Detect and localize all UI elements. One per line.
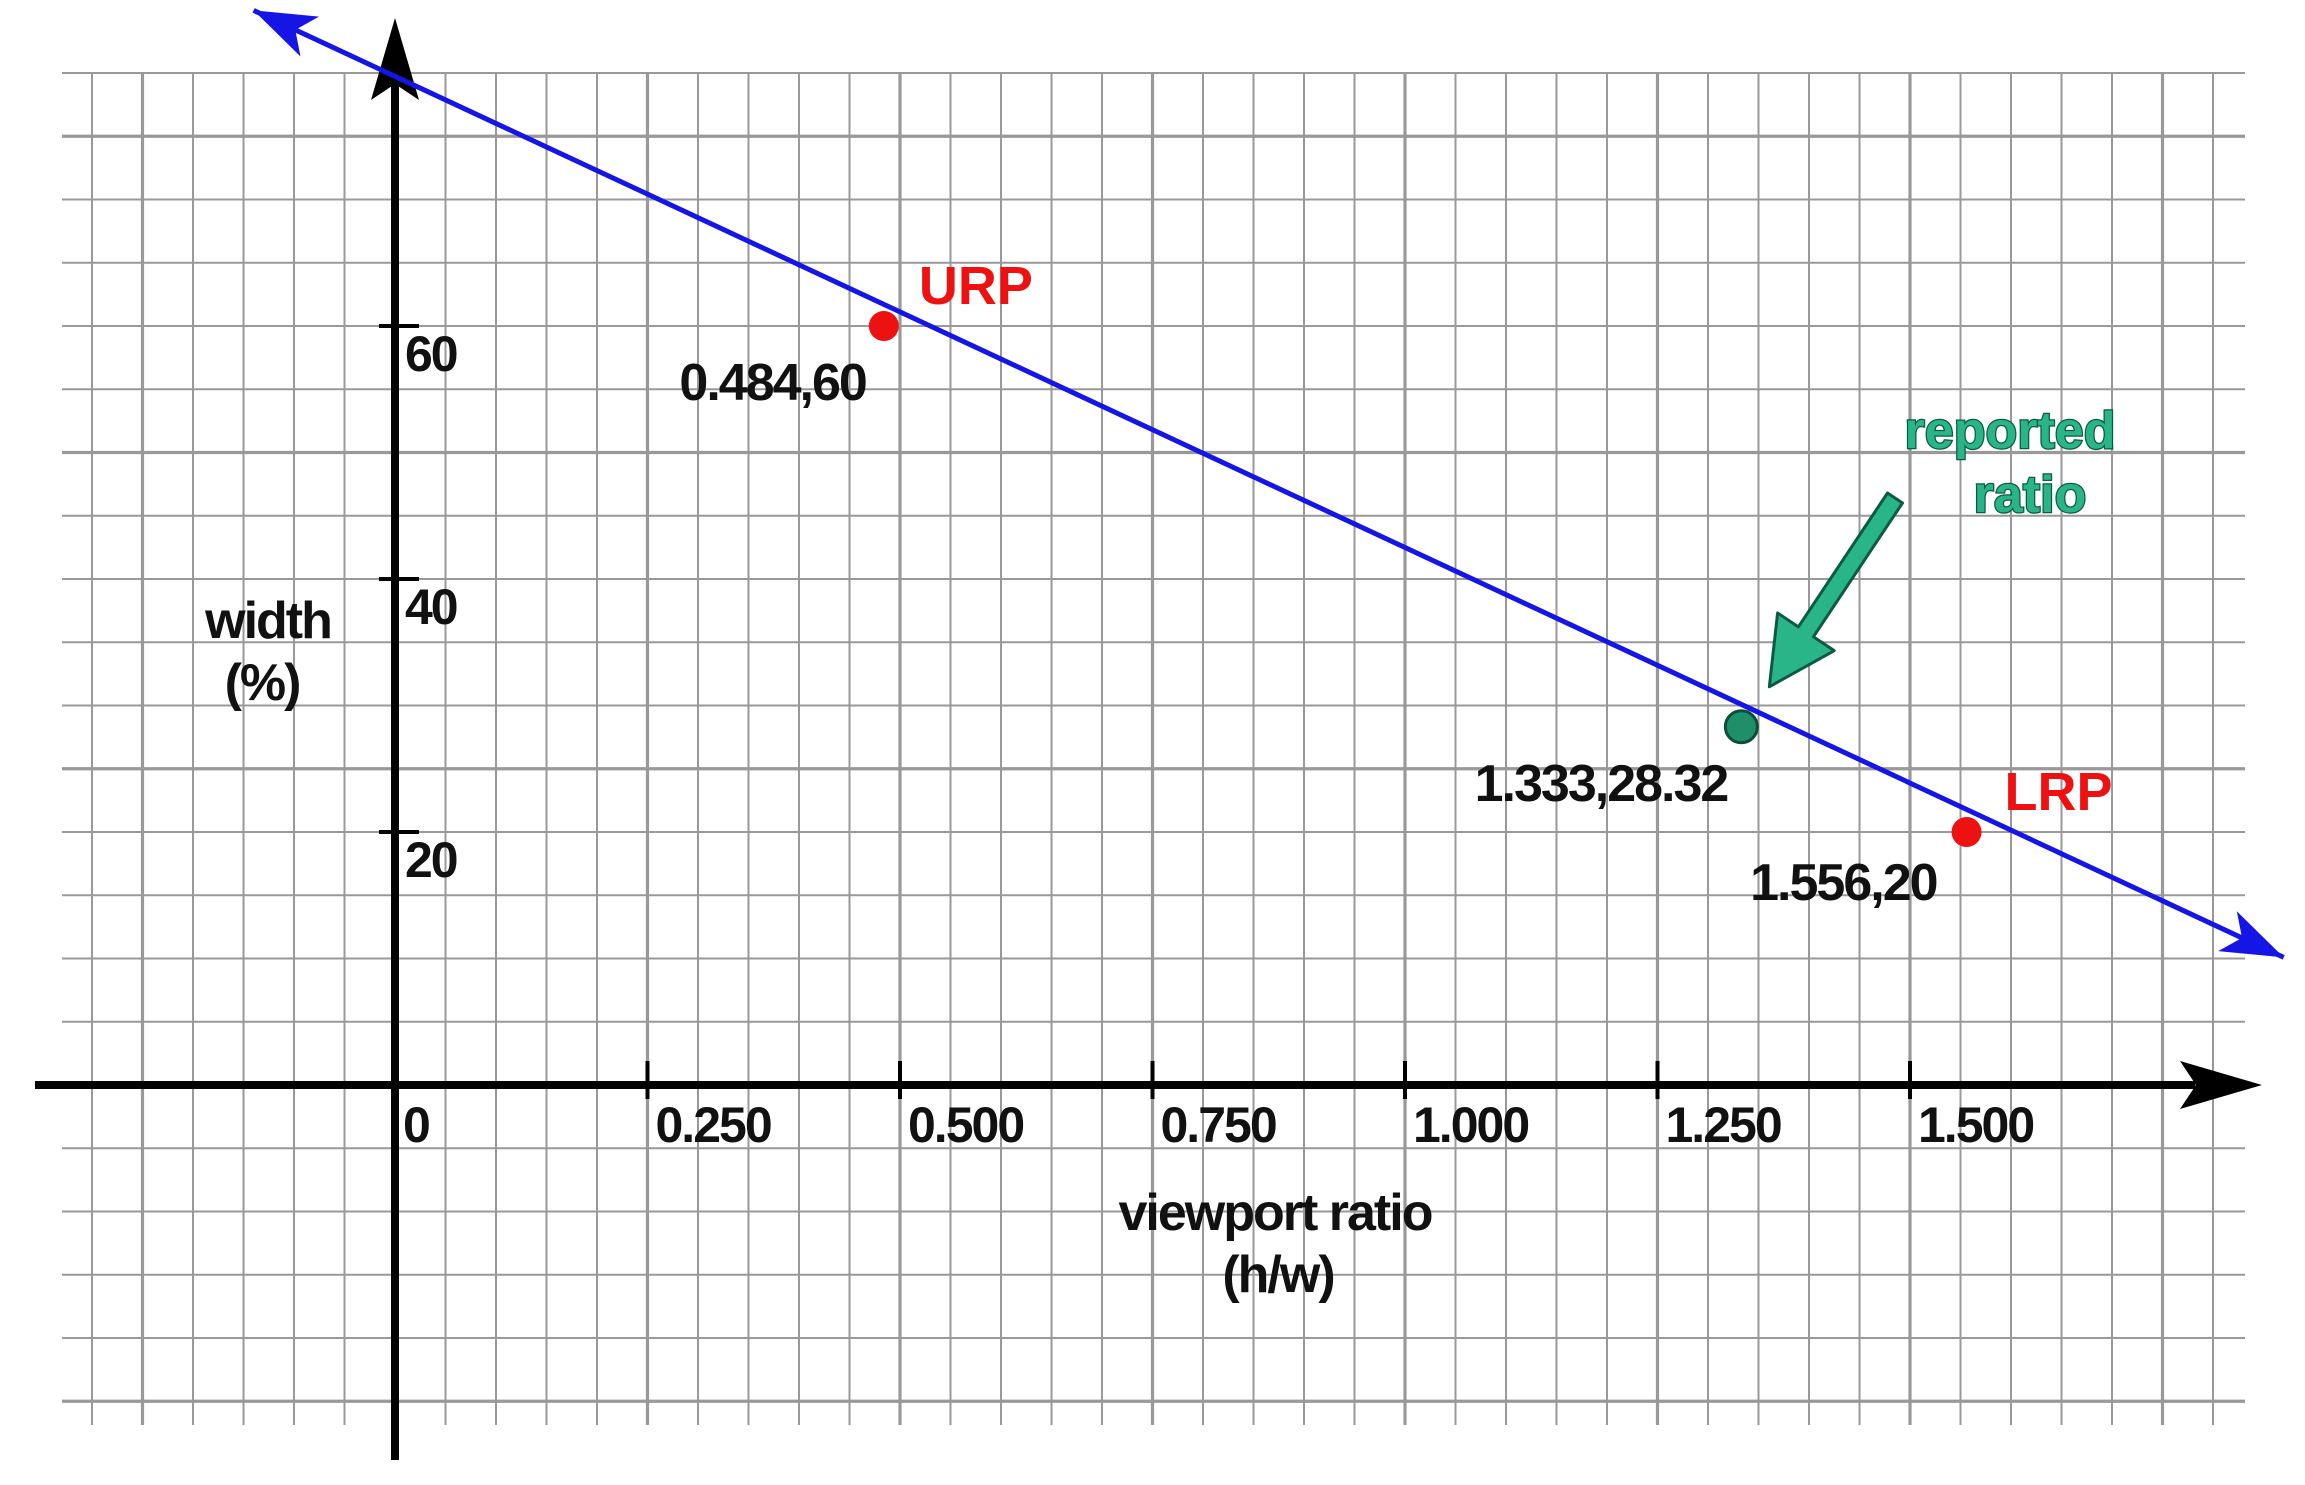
series <box>252 8 2285 960</box>
point-lrp <box>1951 817 1982 847</box>
series-line <box>252 8 2285 960</box>
x-axis-title: viewport ratio <box>1119 1184 1432 1242</box>
x-tick-label: 0.750 <box>1161 1097 1276 1153</box>
point-label-reported: 1.333,28.32 <box>1475 755 1728 813</box>
points <box>868 311 1982 847</box>
callout-arrow <box>1767 491 1904 689</box>
y-axis-title-unit: (%) <box>225 654 300 712</box>
x-tick-label: 0 <box>403 1097 429 1153</box>
ticks <box>379 324 1912 1099</box>
y-tick-label: 60 <box>405 326 457 382</box>
callout-reported-line1: reported <box>1905 402 2116 460</box>
y-tick-label: 20 <box>405 832 457 888</box>
point-reported-ratio <box>1723 709 1759 745</box>
series-arrowhead-end <box>2218 911 2284 958</box>
axes <box>35 18 2262 1460</box>
x-axis-arrowhead <box>2180 1061 2262 1109</box>
series-arrowhead-start <box>253 10 320 57</box>
labels: 0 0.250 0.500 0.750 1.000 1.250 1.500 20 40 60 vie… <box>204 256 2117 1304</box>
x-axis-title-unit: (h/w) <box>1222 1246 1333 1304</box>
x-tick-label: 0.500 <box>908 1097 1023 1153</box>
x-tick-label: 1.000 <box>1413 1097 1528 1153</box>
callout-reported-line2: ratio <box>1974 466 2087 524</box>
y-tick-label: 40 <box>405 579 457 635</box>
x-tick-label: 1.500 <box>1918 1097 2033 1153</box>
point-name-urp: URP <box>919 256 1033 316</box>
point-label-lrp: 1.556,20 <box>1750 854 1936 912</box>
point-label-urp: 0.484,60 <box>679 354 865 412</box>
y-axis-title: width <box>204 592 331 650</box>
x-tick-label: 0.250 <box>656 1097 771 1153</box>
x-tick-label: 1.250 <box>1666 1097 1781 1153</box>
point-name-lrp: LRP <box>2005 762 2113 822</box>
point-urp <box>868 311 899 341</box>
